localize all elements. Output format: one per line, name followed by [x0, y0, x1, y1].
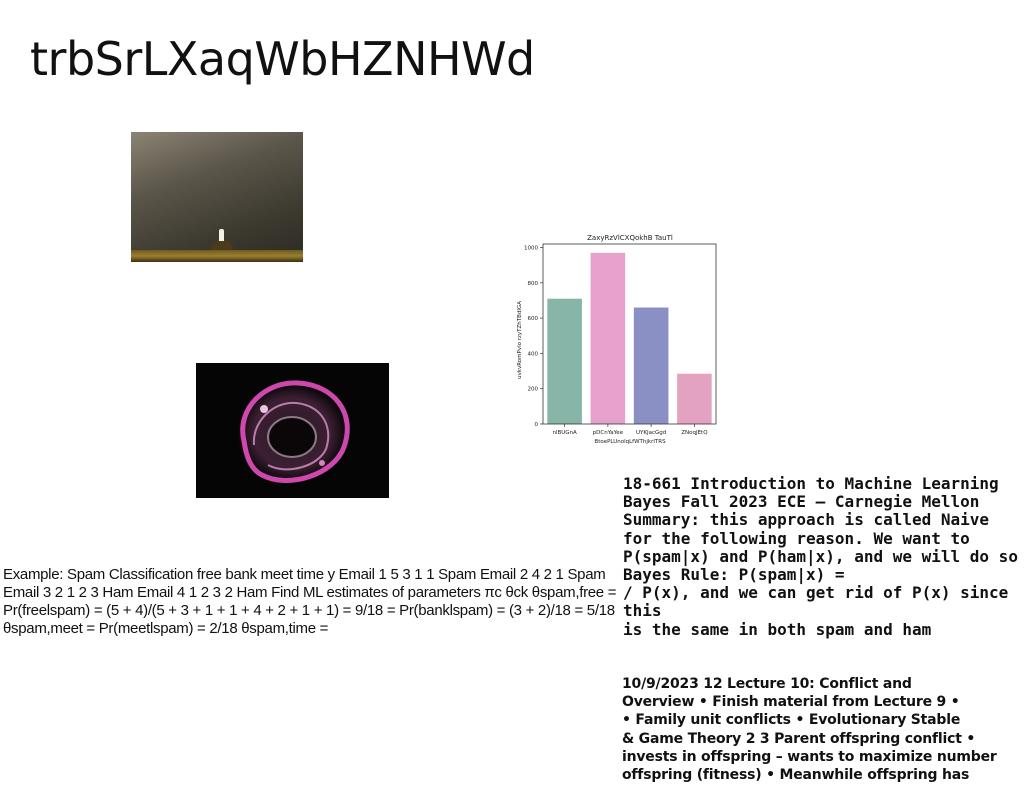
slide-title: trbSrLXaqWbHZNHWd	[30, 32, 535, 86]
photo-candle	[219, 229, 224, 241]
spam-example-text: Example: Spam Classification free bank m…	[3, 566, 617, 637]
bar-nlBUGnA	[547, 298, 582, 424]
y-tick-label: 400	[528, 351, 539, 357]
bar-chart: ZaxyRzVlCXQokhB TauTl uvkvRomPvlo rzyTZh…	[512, 228, 722, 450]
bar-pDCnYaYee	[590, 252, 626, 424]
x-tick-label: nlBUGnA	[552, 430, 577, 436]
chart-x-label: BtoePLUnolqLfWThjkrlTRS	[594, 439, 666, 445]
chart-y-label: uvkvRomPvlo rzyTZhTBdIGA	[517, 301, 523, 379]
bar-chart-svg: ZaxyRzVlCXQokhB TauTl uvkvRomPvlo rzyTZh…	[517, 234, 717, 445]
y-tick-label: 800	[528, 281, 539, 287]
blob-graphic	[237, 380, 350, 483]
x-tick-label: ZNoqJEtQ	[681, 430, 708, 436]
bar-ZNoqJEtQ	[677, 373, 712, 424]
y-tick-label: 200	[528, 387, 539, 393]
x-tick-label: UYKJacGgd	[636, 430, 666, 436]
naive-bayes-summary-text: 18-661 Introduction to Machine Learning …	[623, 474, 1018, 639]
blob-photo	[196, 363, 389, 498]
y-tick-label: 1000	[524, 246, 538, 252]
chart-title: ZaxyRzVlCXQokhB TauTl	[587, 234, 673, 242]
x-tick-label: pDCnYaYee	[593, 430, 624, 436]
chart-frame	[542, 243, 717, 425]
candle-photo	[131, 132, 303, 262]
lecture-overview-text: 10/9/2023 12 Lecture 10: Conflict and Ov…	[622, 676, 997, 784]
y-tick-label: 600	[528, 316, 539, 322]
photo-candle-base	[211, 240, 233, 250]
bar-UYKJacGgd	[633, 307, 669, 424]
y-tick-label: 0	[535, 422, 539, 428]
photo-ledge	[131, 250, 303, 262]
